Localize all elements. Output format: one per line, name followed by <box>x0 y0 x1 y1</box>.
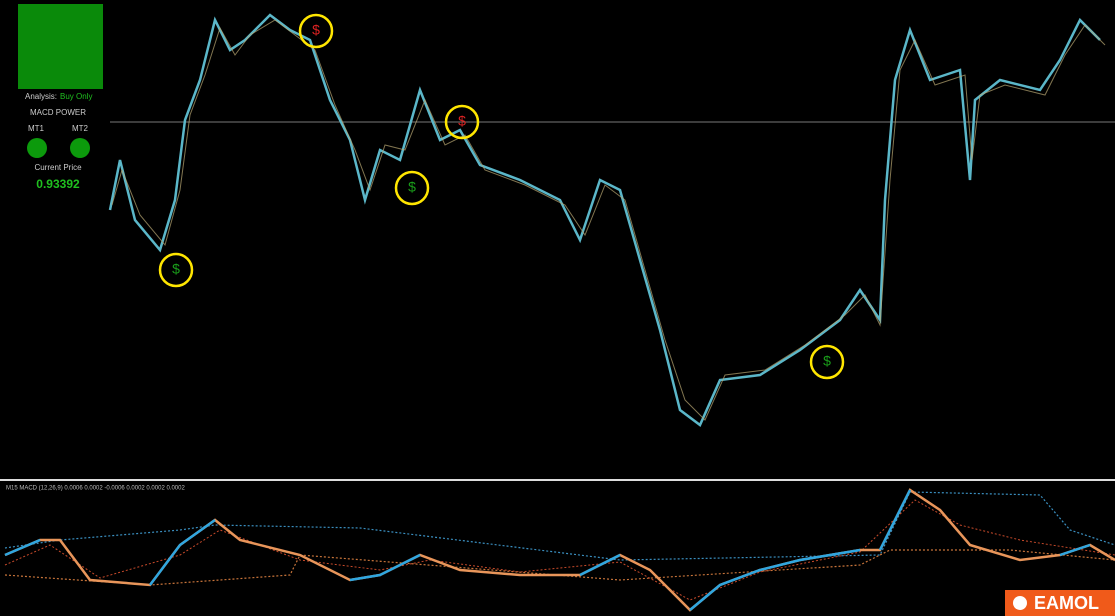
macd-line-rising <box>579 553 621 577</box>
macd-line-rising <box>878 489 912 551</box>
macd-line-rising <box>689 548 861 611</box>
sell-icon: $ <box>312 22 320 38</box>
macd-signal <box>4 499 1115 601</box>
analysis-value: Buy Only <box>60 92 92 101</box>
sell-icon: $ <box>458 113 466 129</box>
buy-icon: $ <box>823 353 831 369</box>
macd-band-upper <box>4 491 1115 561</box>
price-line <box>108 13 1101 427</box>
macd-band-lower <box>4 549 1115 586</box>
mt2-label: MT2 <box>72 124 89 133</box>
price-wick-line <box>111 19 1106 421</box>
logo-text: EAMOL <box>1034 593 1099 613</box>
buy-signal <box>809 344 845 380</box>
buy-signal <box>394 170 430 206</box>
buy-icon: $ <box>172 261 180 277</box>
analysis-label: Analysis: <box>25 92 57 101</box>
macd-line-rising <box>149 518 216 586</box>
mt1-label: MT1 <box>28 124 45 133</box>
mt2-indicator <box>70 138 90 158</box>
logo-icon <box>1013 596 1027 610</box>
sell-signal <box>444 104 480 140</box>
panel-title: MACD POWER <box>30 108 86 117</box>
sell-signal <box>298 13 334 49</box>
macd-line-rising <box>349 553 421 582</box>
macd-line-rising <box>1059 543 1091 557</box>
mt1-indicator <box>27 138 47 158</box>
price-value: 0.93392 <box>36 177 80 191</box>
indicator-label: M15 MACD (12,26,9) 0.0006 0.0002 -0.0006… <box>6 486 185 492</box>
macd-line-rising <box>4 538 41 557</box>
buy-icon: $ <box>408 179 416 195</box>
status-box <box>18 4 103 89</box>
price-label: Current Price <box>34 163 82 172</box>
buy-signal <box>158 252 194 288</box>
